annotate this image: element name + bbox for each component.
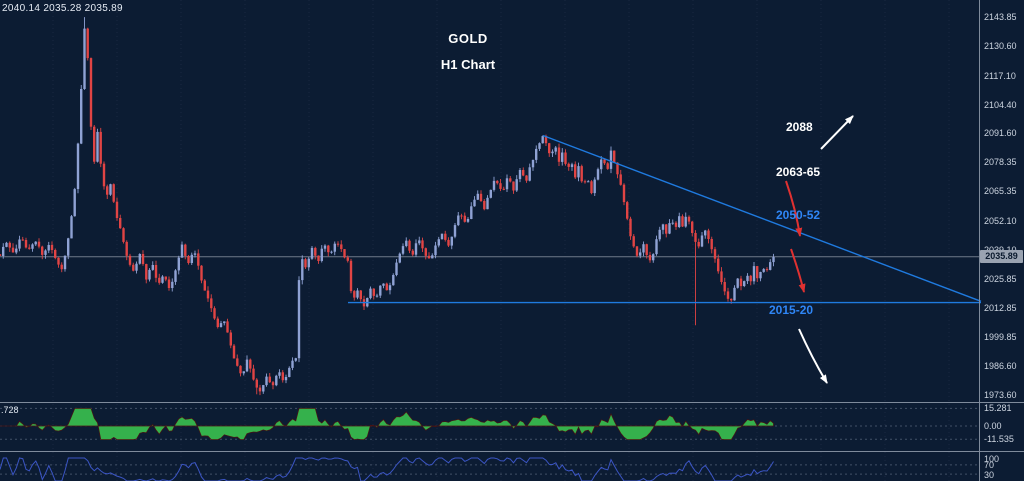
candles: [0, 17, 775, 396]
current-price-tag: 2035.89: [980, 250, 1023, 264]
ohlc-readout: 2040.14 2035.28 2035.89: [2, 3, 123, 14]
red-arrow[interactable]: [785, 180, 803, 237]
descending-resistance[interactable]: [542, 134, 982, 302]
chart-title: GOLD: [448, 31, 488, 46]
momentum-histogram: [0, 408, 774, 440]
oscillator-line: [0, 457, 774, 481]
indicator-value-readout: .728: [1, 405, 19, 415]
chart-subtitle: H1 Chart: [440, 57, 496, 72]
white-arrow[interactable]: [820, 115, 854, 150]
white-arrow[interactable]: [798, 328, 828, 384]
red-arrow[interactable]: [790, 248, 806, 293]
